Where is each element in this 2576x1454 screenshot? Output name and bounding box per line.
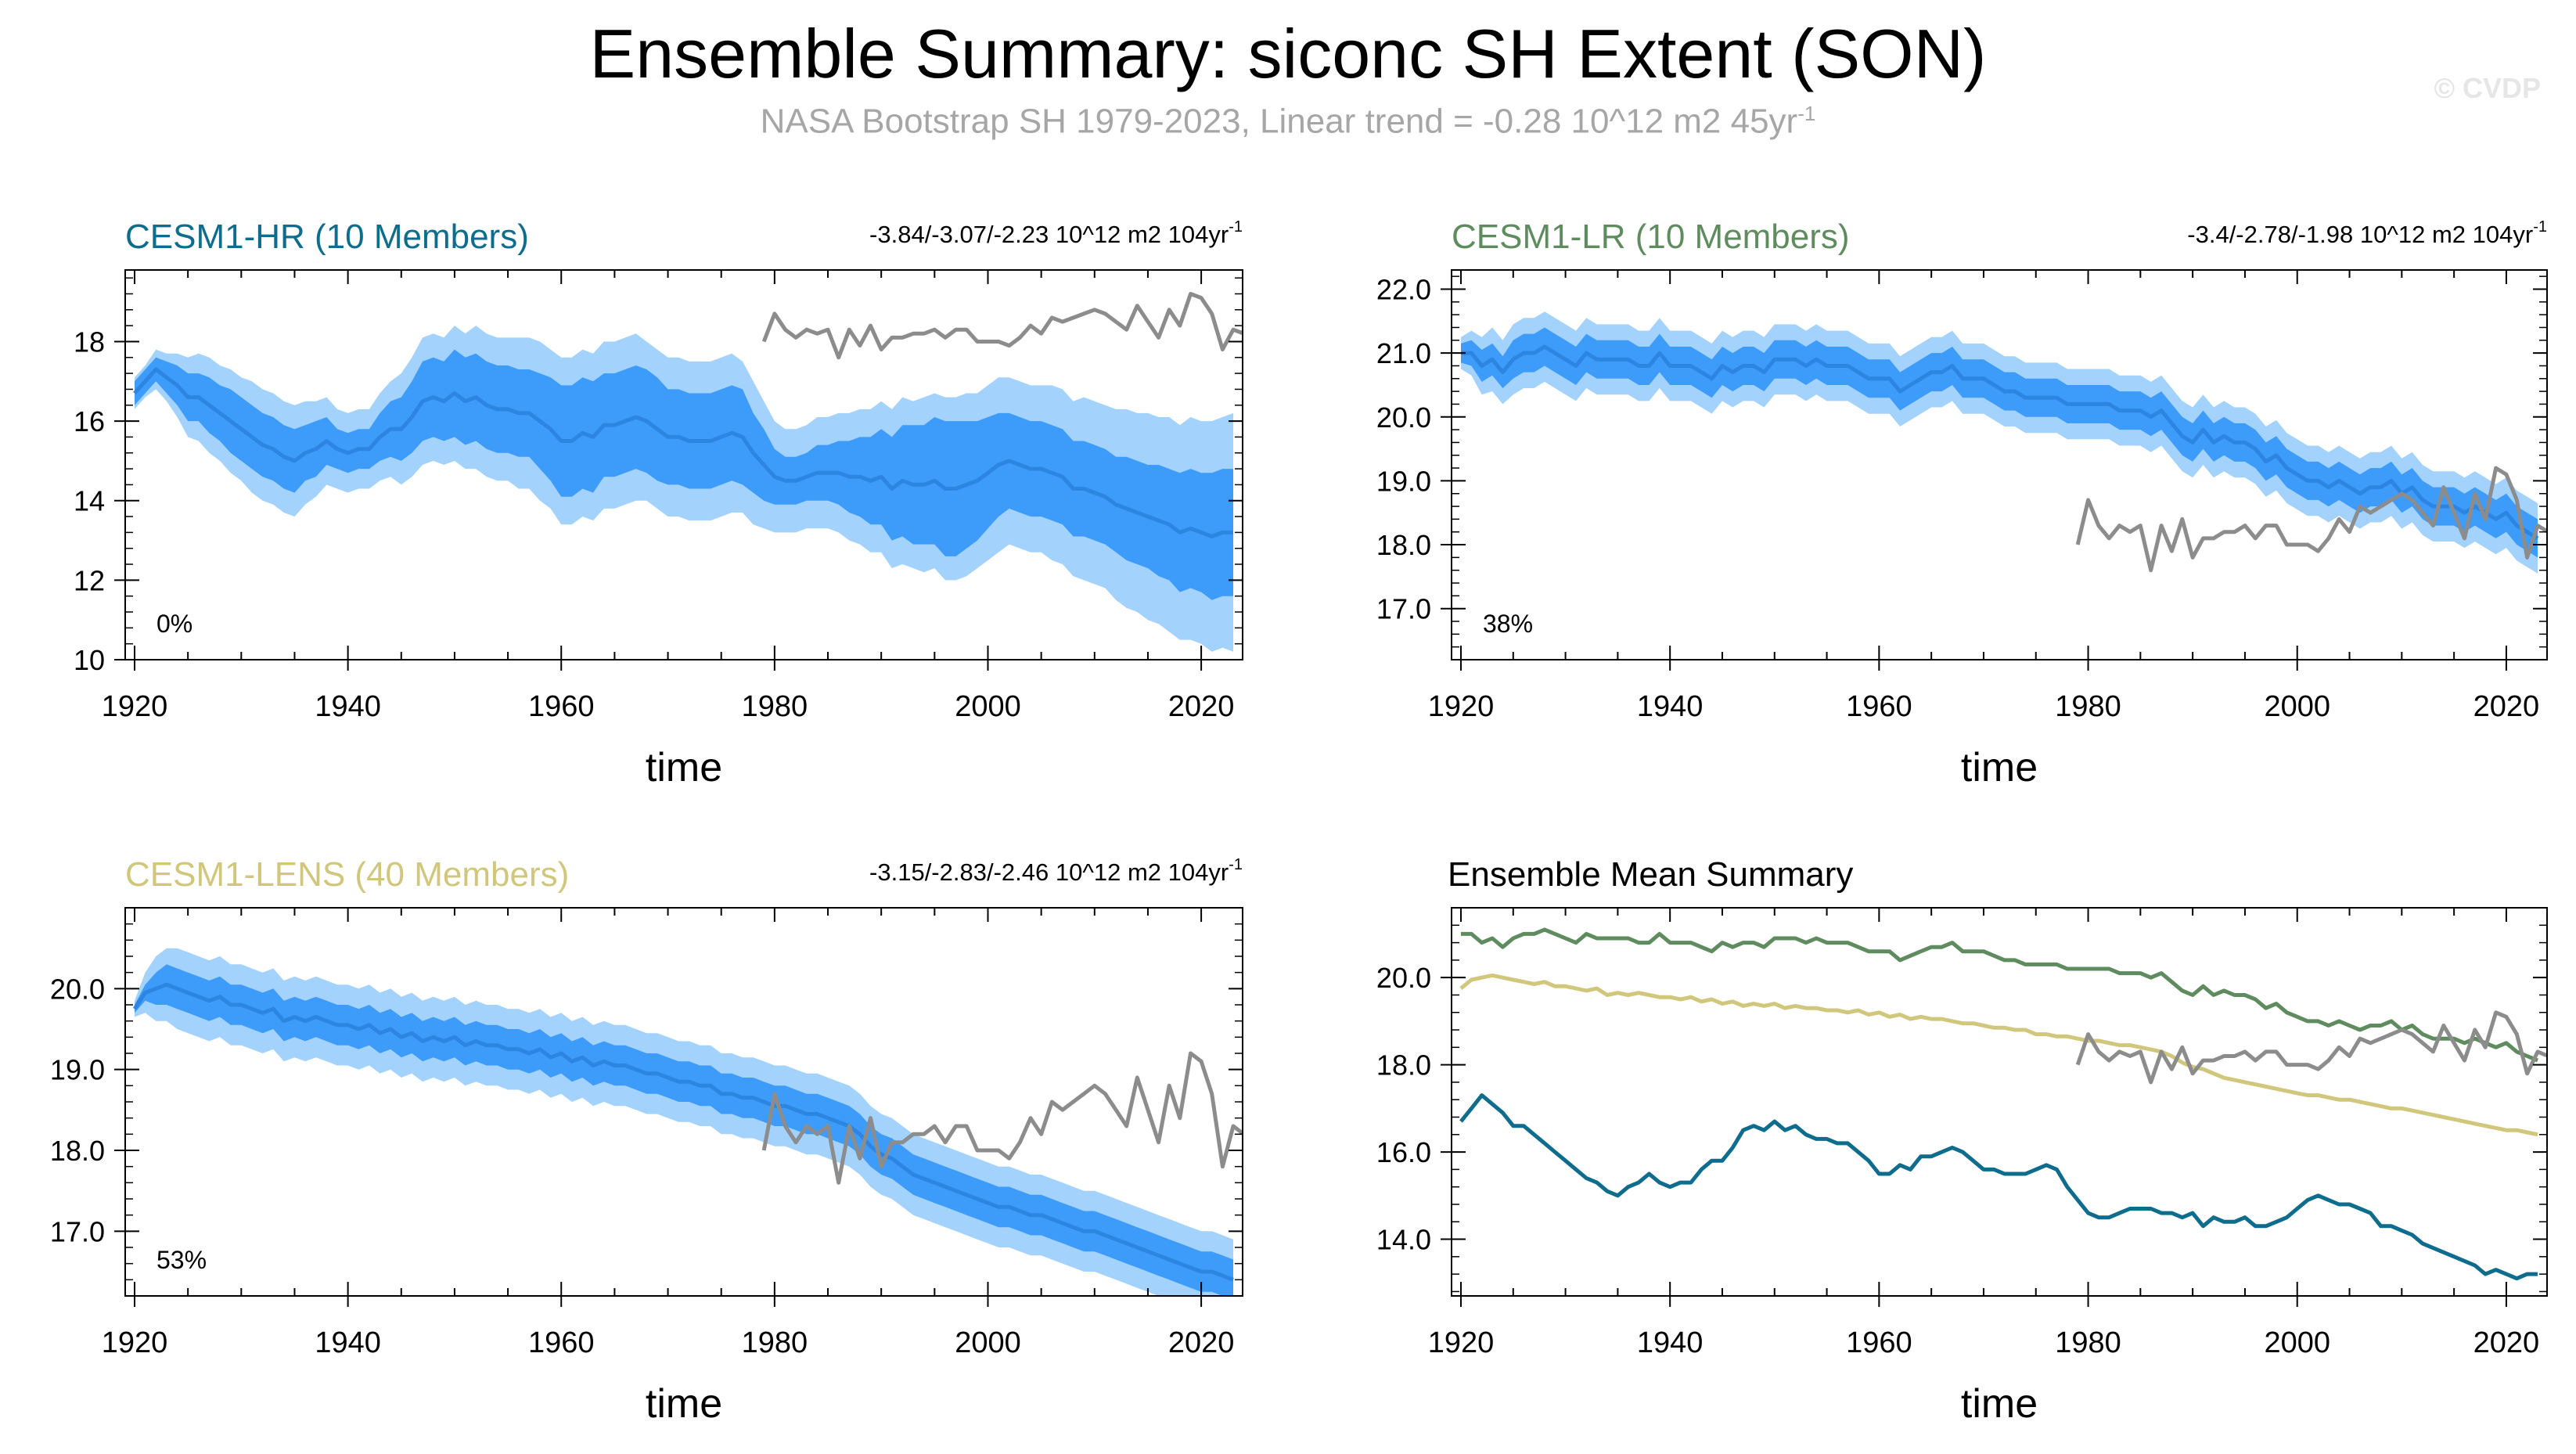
x-axis-label: time	[646, 745, 722, 790]
y-tick-label: 18.0	[50, 1135, 105, 1167]
panel-title: CESM1-HR (10 Members)	[125, 218, 529, 256]
y-tick-label: 18	[74, 326, 105, 358]
y-tick-label: 22.0	[1376, 273, 1431, 305]
plot-area	[133, 292, 1243, 652]
plot-area	[1461, 311, 2547, 574]
ensemble-inner-range-band	[1461, 327, 2538, 558]
y-tick-label: 17.0	[50, 1215, 105, 1247]
y-tick-label: 12	[74, 564, 105, 596]
panel-lr: CESM1-LR (10 Members) -3.4/-2.78/-1.98 10…	[1376, 218, 2548, 790]
x-axis-label: time	[1961, 1381, 2038, 1427]
y-tick-label: 21.0	[1376, 337, 1431, 369]
x-tick-label: 1960	[1846, 1326, 1912, 1359]
y-tick-label: 19.0	[50, 1054, 105, 1086]
x-tick-label: 2020	[2473, 1326, 2540, 1359]
figure-subtitle-superscript: -1	[1797, 102, 1816, 125]
x-tick-label: 1980	[742, 690, 808, 723]
x-tick-label: 2000	[955, 1326, 1021, 1359]
series-line-obs	[2075, 1010, 2547, 1085]
y-tick-label: 20.0	[1376, 962, 1431, 994]
y-tick-label: 16.0	[1376, 1136, 1431, 1168]
y-tick-label: 18.0	[1376, 529, 1431, 561]
x-axis-label: time	[646, 1381, 722, 1427]
percent-label: 53%	[157, 1246, 207, 1274]
x-tick-label: 1940	[315, 690, 381, 723]
x-tick-label: 1920	[102, 690, 168, 723]
figure-subtitle-text: NASA Bootstrap SH 1979-2023, Linear tren…	[760, 102, 1798, 141]
copyright-watermark: © CVDP	[2434, 72, 2541, 104]
figure-title: Ensemble Summary: siconc SH Extent (SON)	[589, 15, 1987, 92]
y-tick-label: 20.0	[50, 973, 105, 1005]
x-tick-label: 1920	[1428, 690, 1495, 723]
ensemble-mean-line	[133, 367, 1233, 538]
panel-lens: CESM1-LENS (40 Members) -3.15/-2.83/-2.46…	[50, 855, 1243, 1427]
x-tick-label: 2020	[1168, 1326, 1235, 1359]
ensemble-mean-line	[1461, 344, 2539, 541]
x-tick-label: 2020	[1168, 690, 1235, 723]
y-tick-label: 16	[74, 405, 105, 437]
x-tick-label: 2020	[2473, 690, 2540, 723]
plot-frame	[1451, 269, 2548, 660]
y-tick-label: 20.0	[1376, 401, 1431, 434]
y-tick-label: 18.0	[1376, 1049, 1431, 1082]
x-tick-label: 2000	[2264, 690, 2330, 723]
x-tick-label: 1920	[1428, 1326, 1495, 1359]
x-axis-label: time	[1961, 745, 2038, 790]
y-tick-label: 19.0	[1376, 465, 1431, 497]
y-tick-label: 10	[74, 644, 105, 676]
trend-label: -3.4/-2.78/-1.98 10^12 m2 104yr-1	[2187, 218, 2547, 248]
y-tick-label: 14.0	[1376, 1224, 1431, 1256]
series-line-lens	[1459, 973, 2538, 1137]
plot-frame	[124, 269, 1243, 660]
ensemble-mean-line	[132, 982, 1234, 1282]
x-tick-label: 1940	[315, 1326, 381, 1359]
observations-line	[2075, 466, 2547, 573]
ensemble-inner-range-band	[135, 349, 1233, 600]
x-tick-label: 1980	[2055, 690, 2121, 723]
series-line-hr	[1459, 1093, 2538, 1281]
x-tick-label: 1940	[1637, 690, 1704, 723]
trend-label: -3.84/-3.07/-2.23 10^12 m2 104yr-1	[869, 218, 1243, 248]
plot-area	[1459, 927, 2547, 1281]
observations-line	[761, 1051, 1243, 1185]
y-tick-label: 17.0	[1376, 593, 1431, 625]
x-tick-label: 1920	[102, 1326, 168, 1359]
x-tick-label: 1960	[1846, 690, 1912, 723]
y-tick-label: 14	[74, 485, 105, 517]
trend-label: -3.15/-2.83/-2.46 10^12 m2 104yr-1	[869, 856, 1243, 886]
x-tick-label: 1980	[742, 1326, 808, 1359]
plot-frame	[1451, 907, 2548, 1297]
percent-label: 0%	[157, 610, 192, 638]
panel-title: CESM1-LENS (40 Members)	[125, 855, 569, 894]
x-tick-label: 1960	[528, 1326, 595, 1359]
x-tick-label: 1980	[2055, 1326, 2121, 1359]
x-tick-label: 1960	[528, 690, 595, 723]
figure-subtitle: NASA Bootstrap SH 1979-2023, Linear tren…	[0, 102, 2576, 142]
panel-title: CESM1-LR (10 Members)	[1452, 218, 1850, 256]
panel-title: Ensemble Mean Summary	[1448, 855, 1853, 894]
x-tick-label: 1940	[1637, 1326, 1704, 1359]
ensemble-inner-range-band	[135, 964, 1233, 1296]
x-tick-label: 2000	[955, 690, 1021, 723]
panel-hr: CESM1-HR (10 Members) -3.84/-3.07/-2.23 1…	[74, 218, 1243, 790]
percent-label: 38%	[1483, 610, 1533, 638]
series-line-lr	[1461, 927, 2538, 1063]
panel-summary: Ensemble Mean Summary 1920 1940 1960 1980 200…	[1376, 855, 2548, 1427]
x-tick-label: 2000	[2264, 1326, 2330, 1359]
observations-line	[761, 292, 1243, 360]
plot-area	[132, 948, 1243, 1296]
